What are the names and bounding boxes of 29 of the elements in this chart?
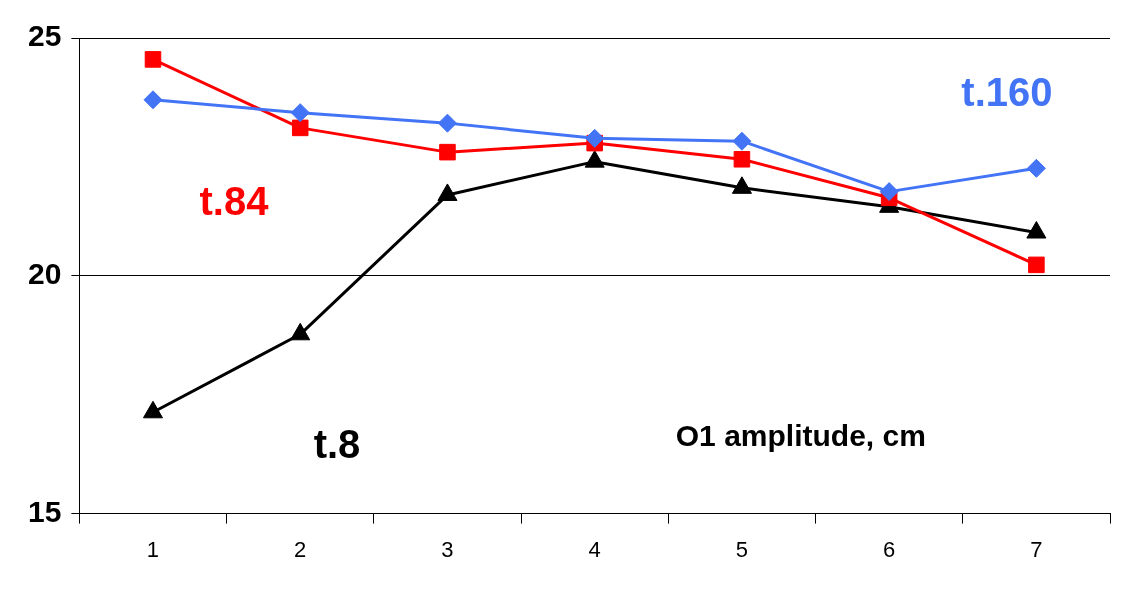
x-tick-label: 5: [735, 536, 749, 562]
point: [733, 151, 751, 168]
x-tick-label: 6: [883, 536, 896, 562]
point: [879, 182, 899, 202]
series-label: t.160: [961, 70, 1053, 115]
y-tick-label: 25: [27, 19, 62, 53]
x-tick-label: 3: [441, 536, 454, 562]
x-tick-label: 2: [294, 536, 307, 562]
point: [290, 322, 311, 341]
point: [437, 113, 457, 133]
text: t.8: [313, 422, 361, 467]
point: [1026, 221, 1047, 239]
point: [585, 128, 605, 148]
y-tick-label: 15: [27, 494, 62, 528]
point: [1028, 256, 1045, 274]
point: [732, 131, 752, 151]
x-tick-label: 7: [1030, 536, 1043, 562]
x-tick-label: 1: [146, 536, 160, 562]
point: [1026, 158, 1046, 178]
y-tick-label: 20: [27, 257, 62, 291]
point: [439, 143, 456, 161]
annotation: O1 amplitude, cm: [675, 418, 926, 452]
point: [291, 119, 309, 137]
point: [142, 400, 164, 419]
point: [144, 51, 162, 68]
x-tick-label: 4: [588, 536, 601, 562]
series-label: t.84: [199, 179, 270, 224]
point: [143, 90, 163, 110]
point: [290, 103, 310, 123]
